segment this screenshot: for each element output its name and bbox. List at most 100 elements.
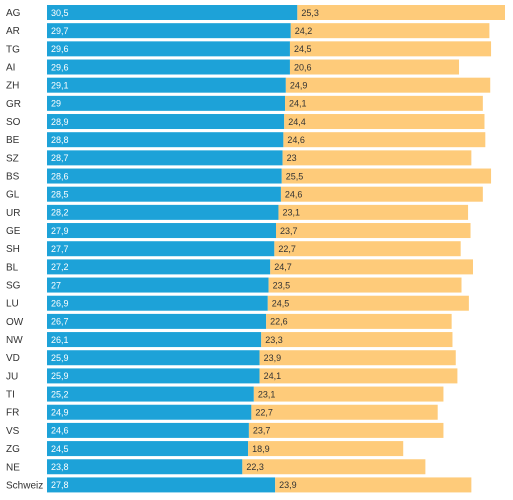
bar-segment-series-2 — [259, 368, 458, 384]
bar-segment-series-1 — [47, 95, 286, 111]
bar-segment-series-2 — [253, 386, 444, 402]
bar-segment-series-1 — [47, 223, 276, 239]
category-label: BL — [6, 262, 19, 273]
category-label: SO — [6, 117, 21, 128]
value-label: 24,4 — [288, 117, 306, 127]
value-label: 23,7 — [253, 426, 271, 436]
bar-row-zg: ZG 24,5 18,9 — [6, 441, 404, 457]
bar-row-sz: SZ 28,7 23 — [6, 150, 472, 166]
value-label: 28,5 — [51, 190, 69, 200]
bar-row-vs: VS 24,6 23,7 — [6, 422, 444, 438]
bar-segment-series-1 — [47, 441, 249, 457]
bar-row-gl: GL 28,5 24,6 — [6, 186, 483, 202]
category-label: BE — [6, 135, 20, 146]
value-label: 22,6 — [270, 317, 288, 327]
value-label: 24,6 — [285, 190, 303, 200]
bar-segment-series-2 — [282, 150, 472, 166]
bar-row-ur: UR 28,2 23,1 — [6, 204, 469, 220]
bar-row-fr: FR 24,9 22,7 — [6, 404, 438, 420]
category-label: Schweiz — [6, 480, 43, 491]
bar-segment-series-2 — [268, 277, 462, 293]
value-label: 29,1 — [51, 80, 69, 90]
bar-segment-series-2 — [297, 5, 505, 20]
bar-segment-series-2 — [290, 23, 490, 39]
bar-segment-series-1 — [47, 350, 260, 366]
category-label: SZ — [6, 153, 19, 164]
value-label: 23,7 — [280, 226, 298, 236]
bar-row-ne: NE 23,8 22,3 — [6, 459, 426, 475]
bar-segment-series-1 — [47, 168, 282, 184]
bar-row-ar: AR 29,7 24,2 — [6, 23, 490, 39]
value-label: 24,2 — [295, 26, 313, 36]
bar-row-tg: TG 29,6 24,5 — [6, 41, 492, 57]
category-label: TG — [6, 44, 20, 55]
bar-segment-series-1 — [47, 77, 286, 93]
bar-row-ti: TI 25,2 23,1 — [6, 386, 444, 402]
value-label: 26,7 — [51, 317, 69, 327]
bar-segment-series-1 — [47, 422, 249, 438]
value-label: 24,9 — [290, 80, 308, 90]
bar-row-zh: ZH 29,1 24,9 — [6, 77, 491, 93]
value-label: 28,6 — [51, 171, 69, 181]
bar-segment-series-1 — [47, 295, 268, 311]
bar-segment-series-1 — [47, 386, 254, 402]
value-label: 23,8 — [51, 462, 69, 472]
bar-segment-series-1 — [47, 259, 271, 275]
value-label: 28,9 — [51, 117, 69, 127]
category-label: OW — [6, 317, 24, 328]
value-label: 27,2 — [51, 262, 69, 272]
value-label: 29,6 — [51, 62, 69, 72]
value-label: 27,9 — [51, 226, 69, 236]
category-label: AR — [6, 26, 20, 37]
value-label: 27,7 — [51, 244, 69, 254]
bar-segment-series-1 — [47, 368, 260, 384]
value-label: 25,5 — [286, 171, 304, 181]
value-label: 23,5 — [273, 280, 291, 290]
bar-segment-series-2 — [248, 441, 404, 457]
value-label: 29 — [51, 99, 61, 109]
bar-row-gr: GR 29 24,1 — [6, 95, 483, 111]
value-label: 26,1 — [51, 335, 69, 345]
bar-row-schweiz: Schweiz 27,8 23,9 — [6, 477, 472, 493]
bar-segment-series-2 — [275, 477, 472, 493]
category-label: ZH — [6, 81, 19, 92]
bar-row-ow: OW 26,7 22,6 — [6, 313, 452, 329]
bar-segment-series-2 — [280, 186, 483, 202]
bar-segment-series-2 — [242, 459, 426, 475]
value-label: 24,5 — [272, 299, 290, 309]
value-label: 29,7 — [51, 26, 69, 36]
value-label: 23,9 — [279, 480, 297, 490]
category-label: GR — [6, 99, 21, 110]
value-label: 24,1 — [264, 371, 282, 381]
category-label: UR — [6, 208, 20, 219]
bar-row-bs: BS 28,6 25,5 — [6, 168, 492, 184]
bar-segment-series-1 — [47, 114, 285, 130]
value-label: 24,5 — [51, 444, 69, 454]
value-label: 23,3 — [265, 335, 283, 345]
bar-segment-series-1 — [47, 186, 281, 202]
category-label: VD — [6, 353, 20, 364]
value-label: 27 — [51, 280, 61, 290]
value-label: 22,7 — [255, 408, 273, 418]
bar-segment-series-1 — [47, 277, 269, 293]
category-label: AG — [6, 8, 21, 19]
value-label: 24,6 — [287, 135, 305, 145]
value-label: 24,1 — [289, 99, 307, 109]
bar-segment-series-1 — [47, 241, 275, 257]
value-label: 25,2 — [51, 389, 69, 399]
bar-segment-series-2 — [259, 350, 456, 366]
value-label: 23,1 — [258, 389, 276, 399]
bar-row-nw: NW 26,1 23,3 — [6, 332, 453, 348]
value-label: 25,3 — [301, 8, 319, 18]
category-label: TI — [6, 390, 15, 401]
bar-segment-series-2 — [248, 422, 444, 438]
value-label: 30,5 — [51, 8, 69, 18]
bar-segment-series-2 — [285, 95, 483, 111]
category-label: ZG — [6, 444, 20, 455]
bar-segment-series-1 — [47, 459, 243, 475]
category-label: GL — [6, 190, 20, 201]
bar-segment-series-1 — [47, 332, 262, 348]
bar-segment-series-2 — [285, 77, 491, 93]
bar-row-ag: AG 30,5 25,3 — [6, 5, 505, 20]
